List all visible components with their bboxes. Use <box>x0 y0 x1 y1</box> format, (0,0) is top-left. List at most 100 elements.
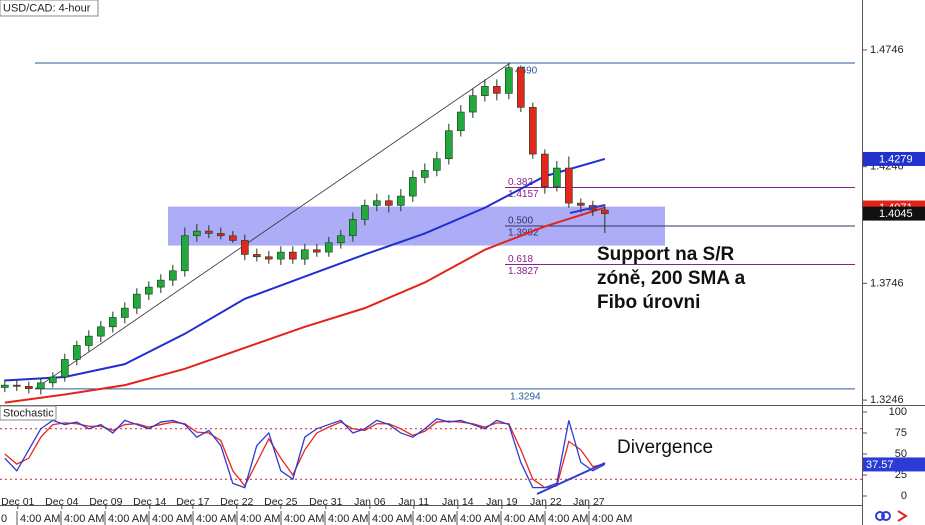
x-tick-label: Jan 27 <box>573 496 605 508</box>
divergence-line <box>536 462 606 495</box>
candle-body <box>61 359 69 378</box>
x-tick-label: Dec 04 <box>45 496 78 508</box>
time-label: 4:00 AM <box>240 513 280 525</box>
y-tick-label: 1.3246 <box>870 394 904 406</box>
candle-body <box>25 386 33 389</box>
time-label: 4:00 AM <box>64 513 104 525</box>
y-tick-label: 25 <box>895 469 907 481</box>
x-tick-label: Dec 31 <box>309 496 342 508</box>
candle-body <box>121 307 129 318</box>
candle-body <box>361 205 369 220</box>
x-tick-label: Dec 22 <box>220 496 253 508</box>
candle-body <box>49 376 57 384</box>
stochastic-line <box>4 417 606 489</box>
value-label: 37.57 <box>866 459 894 471</box>
fib-ratio-label: 0.618 <box>508 254 533 265</box>
candle-body <box>529 107 537 155</box>
sma-line <box>4 158 606 382</box>
candle-body <box>85 335 93 346</box>
candle-body <box>469 95 477 113</box>
x-tick-label: Dec 17 <box>176 496 209 508</box>
candle-body <box>409 177 417 197</box>
title-box <box>0 0 99 17</box>
candle-body <box>325 242 333 253</box>
time-label: 4:00 AM <box>416 513 456 525</box>
candle-body <box>193 230 201 237</box>
title-box <box>0 405 57 421</box>
candle-body <box>289 251 297 260</box>
candle-body <box>373 200 381 206</box>
candle-body <box>145 286 153 295</box>
candle-body <box>601 209 609 214</box>
candle-body <box>97 326 105 337</box>
candle-body <box>1 384 9 388</box>
price-label-box <box>863 151 925 166</box>
time-label: 4:00 AM <box>460 513 500 525</box>
candle-body <box>349 219 357 237</box>
candle-body <box>481 86 489 97</box>
candle-body <box>493 86 501 94</box>
annotation: Divergence <box>617 437 713 458</box>
annotation: Support na S/R <box>597 244 735 265</box>
candle-body <box>565 167 573 204</box>
time-label: 4:00 AM <box>196 513 236 525</box>
time-label: 4:00 AM <box>592 513 632 525</box>
arrow-icon[interactable] <box>897 510 908 522</box>
y-tick-label: 0 <box>901 490 907 502</box>
time-label: 4:00 AM <box>20 513 60 525</box>
candle-body <box>277 251 285 260</box>
toolbar-icons[interactable] <box>875 510 908 522</box>
x-tick-label: Jan 14 <box>442 496 474 508</box>
time-label: 4:00 AM <box>284 513 324 525</box>
candle-body <box>109 317 117 328</box>
candle-body <box>397 195 405 206</box>
candle-body <box>313 249 321 253</box>
x-tick-label: Dec 01 <box>1 496 34 508</box>
candle-body <box>205 230 213 234</box>
link-icon[interactable] <box>881 511 891 521</box>
candle-body <box>169 270 177 281</box>
candle-body <box>505 67 513 94</box>
x-tick-label: Dec 09 <box>89 496 122 508</box>
candle-body <box>421 170 429 178</box>
candle-body <box>385 200 393 206</box>
candle-body <box>541 153 549 188</box>
fib-value-label: 1.4157 <box>508 189 539 200</box>
y-tick-label: 75 <box>895 427 907 439</box>
price-label: 1.4045 <box>879 208 913 220</box>
time-label: 4:00 AM <box>108 513 148 525</box>
fib-range-label: 4690 <box>515 66 538 77</box>
value-label-box <box>863 457 925 472</box>
x-tick-label: Jan 22 <box>530 496 562 508</box>
candle-body <box>337 235 345 244</box>
y-tick-label: 1.4746 <box>870 44 904 56</box>
fib-range-label: 1.3294 <box>510 392 541 403</box>
candle-body <box>433 158 441 171</box>
time-label: 4:00 AM <box>152 513 192 525</box>
time-label: 0 <box>1 513 7 525</box>
candle-body <box>457 111 465 132</box>
candle-body <box>157 279 165 288</box>
candle-body <box>181 235 189 272</box>
y-tick-label: 50 <box>895 448 907 460</box>
divergence-line <box>569 204 606 214</box>
x-tick-label: Dec 25 <box>264 496 297 508</box>
candle-body <box>73 345 81 360</box>
annotation: Fibo úrovni <box>597 292 700 313</box>
candle-body <box>37 382 45 389</box>
fib-ratio-label: 0.500 <box>508 216 533 227</box>
price-label: 1.4279 <box>879 153 913 165</box>
y-tick-label: 100 <box>889 406 907 418</box>
fib-ratio-label: 0.382 <box>508 177 533 188</box>
x-tick-label: Jan 06 <box>354 496 386 508</box>
link-icon[interactable] <box>875 511 885 521</box>
candle-body <box>241 240 249 255</box>
candle-body <box>13 384 21 387</box>
fib-value-label: 1.3827 <box>508 266 539 277</box>
candle-body <box>553 167 561 188</box>
panel-title: Stochastic <box>3 407 54 419</box>
annotation: zóně, 200 SMA a <box>597 268 746 289</box>
candle-body <box>301 249 309 260</box>
